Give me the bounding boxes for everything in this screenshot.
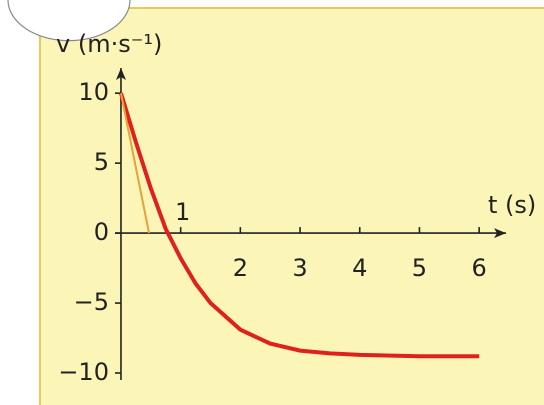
x-tick-label: 1 (175, 198, 190, 226)
x-tick-label: 6 (471, 254, 486, 282)
y-arrow (115, 68, 126, 80)
x-tick-label: 5 (412, 254, 427, 282)
y-tick-label: −5 (74, 288, 109, 316)
y-tick-label: −10 (58, 358, 109, 386)
series-line (119, 92, 151, 234)
y-axis-label: v (m·s⁻¹) (56, 30, 162, 58)
series-line (119, 92, 480, 359)
x-tick-label: 3 (292, 254, 307, 282)
x-axis-label: t (s) (488, 191, 536, 219)
y-tick-label: 10 (78, 78, 109, 106)
y-tick-label: 5 (94, 148, 109, 176)
x-arrow (494, 228, 506, 239)
x-tick-label: 4 (352, 254, 367, 282)
panel (39, 7, 544, 405)
y-tick-label: 0 (94, 218, 109, 246)
x-tick-label: 2 (233, 254, 248, 282)
decor-arc (7, 0, 131, 42)
